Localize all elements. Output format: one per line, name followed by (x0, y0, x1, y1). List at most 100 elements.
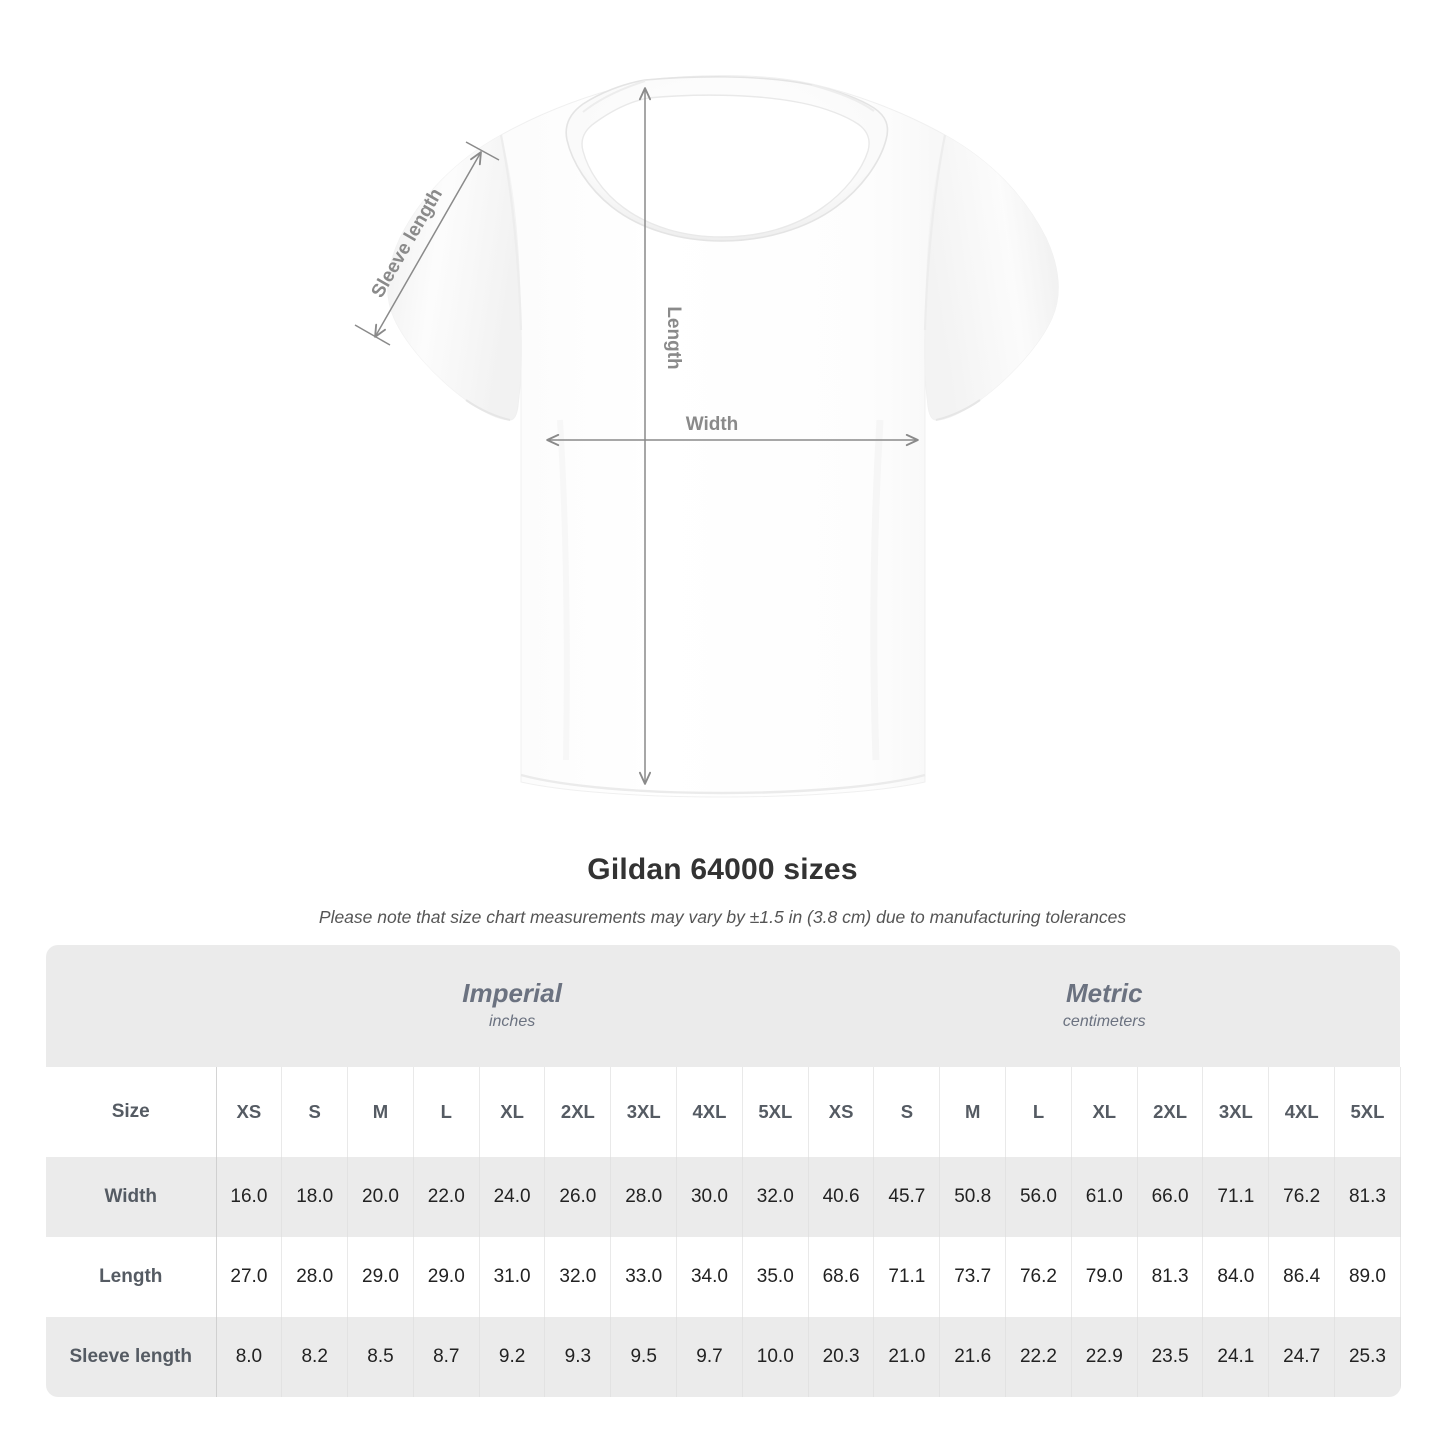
cell: 22.2 (1005, 1317, 1072, 1397)
cell: 26.0 (544, 1157, 612, 1237)
size-col-imperial-4xl: 4XL (676, 1067, 743, 1157)
size-col-metric-xs: XS (807, 1067, 875, 1157)
cell: 20.3 (807, 1317, 875, 1397)
unit-group-metric-sub: centimeters (1062, 1013, 1146, 1030)
cell: 71.1 (1202, 1157, 1270, 1237)
cell: 66.0 (1136, 1157, 1204, 1237)
size-col-metric-xl: XL (1070, 1067, 1138, 1157)
left-sleeve-seam (499, 134, 523, 331)
cell: 50.8 (939, 1157, 1007, 1237)
cell: 81.3 (1334, 1157, 1401, 1237)
size-col-metric-2xl: 2XL (1136, 1067, 1204, 1157)
tshirt-diagram: Sleeve length Length Width (354, 75, 1059, 798)
unit-group-metric: Metric centimeters (808, 945, 1401, 1067)
size-col-metric-5xl: 5XL (1334, 1067, 1401, 1157)
cell: 84.0 (1202, 1237, 1270, 1317)
cell: 24.1 (1202, 1317, 1270, 1397)
size-table-container: Imperial inches Metric centimeters Size … (46, 945, 1401, 1397)
cell: 34.0 (676, 1237, 743, 1317)
cell: 76.2 (1005, 1237, 1072, 1317)
cell: 9.7 (676, 1317, 743, 1397)
size-col-imperial-3xl: 3XL (610, 1067, 678, 1157)
cell: 18.0 (281, 1157, 349, 1237)
page-subtitle: Please note that size chart measurements… (318, 907, 1127, 927)
cell: 22.0 (412, 1157, 480, 1237)
length-label: Length (663, 306, 684, 369)
left-sleeve-hem (465, 399, 511, 421)
right-sleeve (924, 135, 1059, 420)
cell: 32.0 (544, 1237, 612, 1317)
cell: 8.5 (347, 1317, 414, 1397)
size-col-imperial-xs: XS (215, 1067, 283, 1157)
sleeve-length-tick-top (465, 141, 500, 161)
unit-header-row: Imperial inches Metric centimeters (46, 945, 1401, 1067)
cell: 45.7 (873, 1157, 941, 1237)
measurement-guides (354, 88, 918, 784)
cell: 24.0 (478, 1157, 546, 1237)
size-col-metric-4xl: 4XL (1268, 1067, 1336, 1157)
cell: 20.0 (347, 1157, 414, 1237)
cell: 31.0 (478, 1237, 546, 1317)
cell: 61.0 (1070, 1157, 1138, 1237)
size-col-imperial-xl: XL (478, 1067, 546, 1157)
row-label-length: Length (46, 1237, 217, 1317)
row-label-width: Width (46, 1157, 217, 1237)
cell: 8.2 (281, 1317, 349, 1397)
cell: 16.0 (215, 1157, 283, 1237)
cell: 71.1 (873, 1237, 941, 1317)
cell: 21.6 (939, 1317, 1007, 1397)
size-col-imperial-m: M (347, 1067, 414, 1157)
cell: 73.7 (939, 1237, 1007, 1317)
size-col-imperial-s: S (281, 1067, 349, 1157)
table-row: Width 16.0 18.0 20.0 22.0 24.0 26.0 28.0… (46, 1157, 1401, 1237)
size-col-imperial-l: L (412, 1067, 480, 1157)
cell: 8.0 (215, 1317, 283, 1397)
left-shoulder-seam (582, 80, 646, 113)
cell: 9.5 (610, 1317, 678, 1397)
size-header-label: Size (46, 1067, 217, 1157)
size-col-imperial-2xl: 2XL (544, 1067, 612, 1157)
cell: 32.0 (741, 1157, 809, 1237)
sleeve-length-arrow (375, 152, 481, 337)
page-title: Gildan 64000 sizes (587, 853, 858, 886)
size-col-metric-l: L (1005, 1067, 1072, 1157)
cell: 30.0 (676, 1157, 743, 1237)
heading-block: Gildan 64000 sizes Please note that size… (0, 840, 1445, 928)
tshirt-silhouette (387, 75, 1059, 798)
fabric-fold-left (557, 419, 570, 761)
unit-group-imperial-sub: inches (488, 1013, 536, 1030)
width-label: Width (686, 414, 739, 435)
collar-inner (581, 94, 870, 238)
cell: 68.6 (807, 1237, 875, 1317)
cell: 9.3 (544, 1317, 612, 1397)
cell: 33.0 (610, 1237, 678, 1317)
cell: 8.7 (412, 1317, 480, 1397)
cell: 22.9 (1070, 1317, 1138, 1397)
cell: 29.0 (412, 1237, 480, 1317)
cell: 28.0 (610, 1157, 678, 1237)
cell: 40.6 (807, 1157, 875, 1237)
cell: 81.3 (1136, 1237, 1204, 1317)
size-col-metric-3xl: 3XL (1202, 1067, 1270, 1157)
cell: 10.0 (741, 1317, 809, 1397)
right-sleeve-hem (935, 399, 981, 421)
cell: 21.0 (873, 1317, 941, 1397)
cell: 9.2 (478, 1317, 546, 1397)
cell: 27.0 (215, 1237, 283, 1317)
cell: 29.0 (347, 1237, 414, 1317)
table-row: Length 27.0 28.0 29.0 29.0 31.0 32.0 33.… (46, 1237, 1401, 1317)
right-shoulder-seam (811, 84, 875, 112)
unit-header-spacer (46, 945, 216, 1067)
bottom-hem (520, 773, 926, 795)
sleeve-length-tick-bottom (354, 324, 391, 346)
unit-group-imperial: Imperial inches (216, 945, 809, 1067)
size-col-metric-m: M (939, 1067, 1007, 1157)
cell: 28.0 (281, 1237, 349, 1317)
cell: 25.3 (1334, 1317, 1401, 1397)
fabric-fold-right (870, 419, 884, 761)
unit-group-imperial-name: Imperial (462, 978, 562, 1008)
cell: 24.7 (1268, 1317, 1336, 1397)
right-sleeve-seam (923, 134, 947, 331)
size-col-imperial-5xl: 5XL (741, 1067, 809, 1157)
